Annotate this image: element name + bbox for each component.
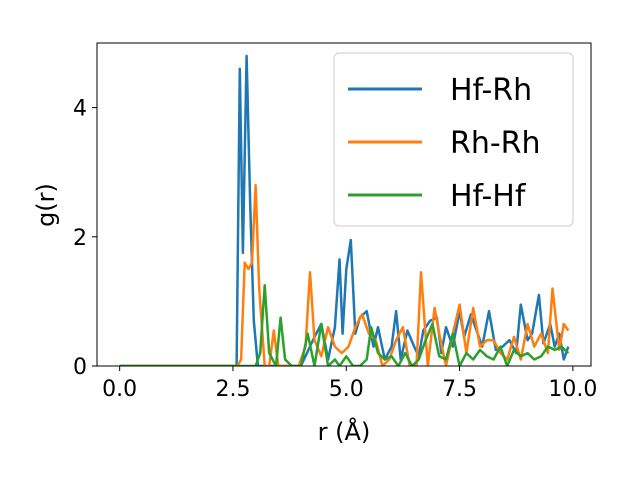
y-tick-label: 2 xyxy=(73,226,87,251)
x-axis-label: r (Å) xyxy=(318,417,371,446)
x-tick-label: 7.5 xyxy=(442,377,477,402)
x-tick-label: 0.0 xyxy=(102,377,137,402)
series-layer xyxy=(119,54,570,366)
y-axis: 0 2 4 xyxy=(73,97,97,380)
legend: Hf-Rh Rh-Rh Hf-Hf xyxy=(333,52,574,227)
y-axis-label: g(r) xyxy=(32,183,60,227)
plot-frame xyxy=(96,42,592,367)
x-tick-label: 2.5 xyxy=(215,377,250,402)
legend-frame xyxy=(333,52,574,227)
series-line-hf-hf xyxy=(119,284,570,366)
y-tick-label: 0 xyxy=(73,355,87,380)
y-tick-label: 4 xyxy=(73,97,87,122)
x-axis: 0.0 2.5 5.0 7.5 10.0 xyxy=(102,366,597,402)
x-tick-label: 10.0 xyxy=(548,377,597,402)
series-line-hf-rh xyxy=(119,54,570,366)
legend-label: Rh-Rh xyxy=(450,126,541,161)
x-tick-label: 5.0 xyxy=(329,377,364,402)
legend-label: Hf-Rh xyxy=(450,73,532,108)
legend-label: Hf-Hf xyxy=(450,179,527,214)
